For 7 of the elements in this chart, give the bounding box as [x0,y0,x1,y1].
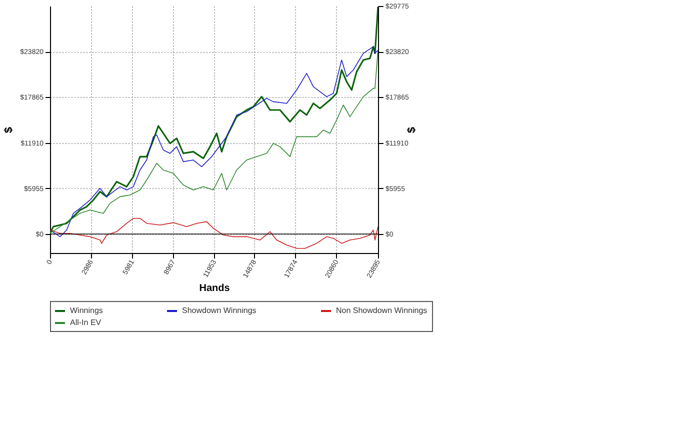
legend-label: All-In EV [70,318,102,327]
y2-axis-title: $ [406,126,418,134]
legend-label: Showdown Winnings [182,306,256,315]
legend-label: Non Showdown Winnings [336,306,428,315]
x-axis-title: Hands [199,282,230,294]
y-axis-title: $ [3,126,16,134]
legend-label: Winnings [70,306,103,315]
